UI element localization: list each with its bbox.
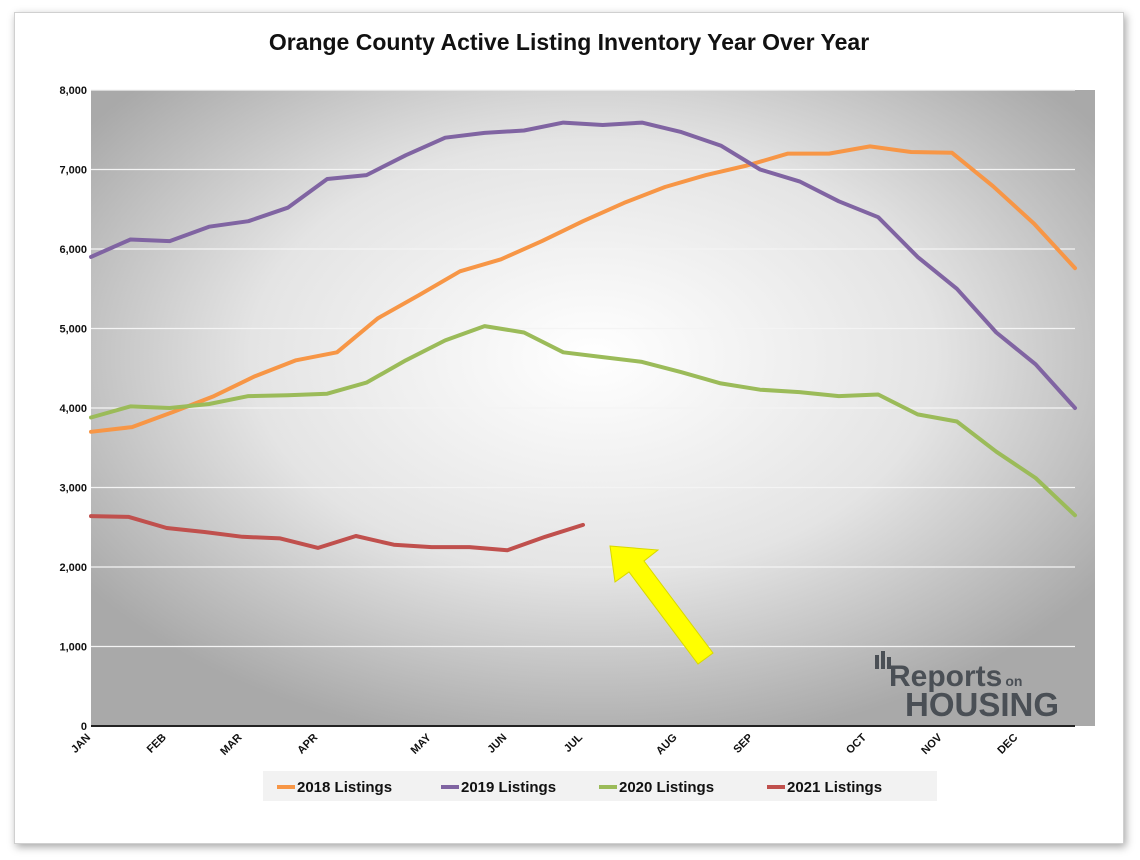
legend-label: 2018 Listings	[297, 779, 392, 796]
arrow-annotation-icon	[609, 545, 714, 665]
x-tick-label: AUG	[654, 732, 680, 758]
series-lines	[89, 120, 1077, 553]
x-tick-label: FEB	[145, 732, 169, 756]
y-axis-ticks: 0 1,000 2,000 3,000 4,000 5,000 6,000 7,000 8,00…	[59, 85, 87, 733]
y-tick-label: 2,000	[59, 562, 87, 574]
x-tick-label: DEC	[995, 732, 1020, 757]
x-tick-label: OCT	[844, 731, 869, 756]
legend: 2018 Listings 2019 Listings 2020 Listings 2…	[277, 779, 882, 796]
svg-text:HOUSING: HOUSING	[905, 686, 1059, 723]
reports-on-housing-logo: Reports on HOUSING	[875, 651, 1059, 723]
legend-label: 2021 Listings	[787, 779, 882, 796]
y-tick-label: 5,000	[59, 324, 87, 336]
y-tick-label: 6,000	[59, 244, 87, 256]
legend-label: 2019 Listings	[461, 779, 556, 796]
series-line-2020-listings	[89, 324, 1077, 518]
series-line-2019-listings	[89, 120, 1077, 410]
x-tick-label: SEP	[731, 732, 755, 756]
series-line-2018-listings	[89, 144, 1077, 434]
chart-frame: Orange County Active Listing Inventory Y…	[14, 12, 1124, 844]
x-tick-label: MAR	[218, 732, 244, 758]
y-tick-label: 4,000	[59, 403, 87, 415]
y-tick-label: 8,000	[59, 85, 87, 97]
y-tick-label: 1,000	[59, 642, 87, 654]
x-axis-ticks: JAN FEB MAR APR MAY JUN JUL AUG SEP OCT NOV DEC	[69, 731, 1020, 758]
x-tick-label: JUN	[485, 732, 509, 756]
chart-title: Orange County Active Listing Inventory Y…	[268, 29, 870, 55]
x-tick-label: APR	[295, 732, 320, 757]
legend-label: 2020 Listings	[619, 779, 714, 796]
x-tick-label: MAY	[409, 731, 435, 757]
x-tick-label: JUL	[562, 731, 585, 754]
x-tick-label: NOV	[919, 731, 945, 757]
y-tick-label: 7,000	[59, 165, 87, 177]
line-chart: 0 1,000 2,000 3,000 4,000 5,000 6,000 7,000 8,00…	[59, 85, 1095, 801]
series-line-2021-listings	[89, 514, 585, 553]
y-tick-label: 3,000	[59, 483, 87, 495]
x-tick-label: JAN	[69, 732, 93, 756]
y-tick-label: 0	[81, 721, 87, 733]
